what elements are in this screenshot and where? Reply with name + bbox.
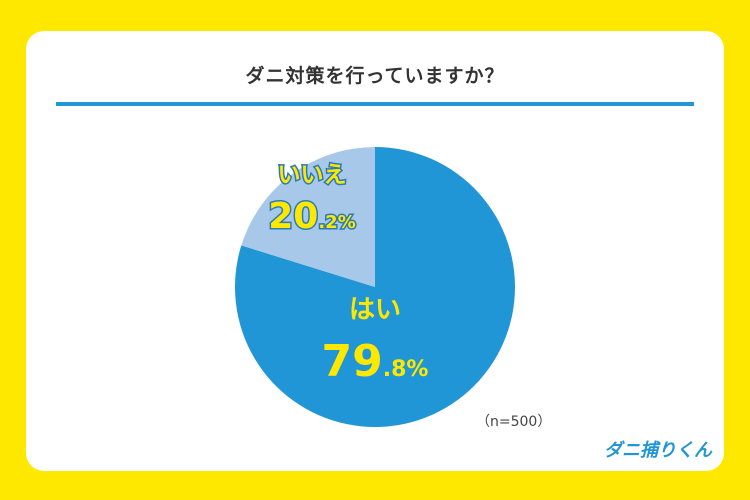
slice-value-no: 20.2% bbox=[268, 196, 356, 237]
slice-label-no: いいえ bbox=[278, 162, 347, 188]
page-title: ダニ対策を行っていますか？ bbox=[245, 65, 505, 87]
slice-value-yes: 79.8% bbox=[322, 336, 429, 387]
sample-size-note: （n=500） bbox=[476, 414, 552, 430]
brand-logo: ダニ捕りくん bbox=[604, 440, 712, 461]
slice-label-yes: はい bbox=[349, 295, 401, 325]
pie-slice-no bbox=[241, 147, 375, 287]
title-underline bbox=[56, 102, 694, 106]
